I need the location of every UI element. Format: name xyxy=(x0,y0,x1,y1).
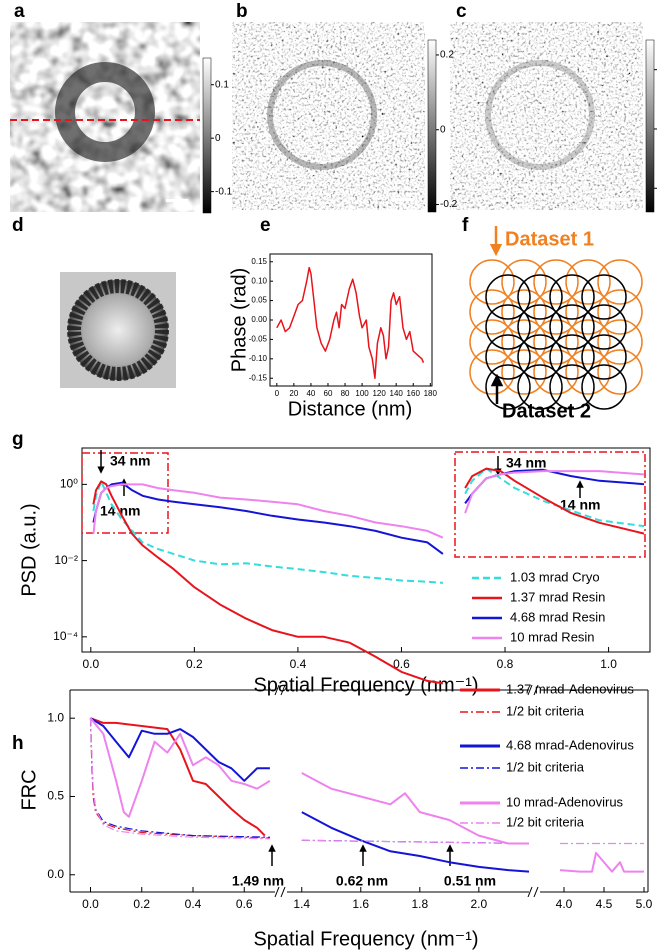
y-tick-label: 0.15 xyxy=(251,257,267,266)
colorbar xyxy=(428,40,436,212)
x-tick-label: 80 xyxy=(341,389,350,398)
legend-label: 1/2 bit criteria xyxy=(506,703,585,718)
scale-bar xyxy=(606,198,628,201)
x-tick-label: 1.4 xyxy=(293,897,310,911)
panel-label: c xyxy=(456,1,467,22)
x-tick-label: 0.2 xyxy=(186,657,203,671)
x-axis-label: Distance (nm) xyxy=(288,398,412,420)
y-axis-label: FRC xyxy=(18,769,40,810)
x-tick-label: 4.0 xyxy=(556,897,573,911)
line xyxy=(93,481,443,683)
y-tick-label: 10⁻⁴ xyxy=(53,629,78,643)
x-tick-label: 0 xyxy=(275,389,280,398)
x-tick-label: 1.8 xyxy=(411,897,428,911)
x-tick-label: 100 xyxy=(355,389,369,398)
annotation: 34 nm xyxy=(506,455,546,471)
y-tick-label: 0.10 xyxy=(251,276,267,285)
colorbar xyxy=(646,40,654,212)
x-axis-label: Spatial Frequency (nm⁻¹) xyxy=(253,674,478,696)
y-tick-label: 0.0 xyxy=(47,867,64,881)
panel-label: h xyxy=(12,733,24,754)
y-tick-label: -0.05 xyxy=(249,335,268,344)
y-tick-label: 10⁻² xyxy=(54,553,78,567)
legend-label: 1.37 mrad Resin xyxy=(510,589,605,604)
colorbar-tick-label: 0.1 xyxy=(215,79,229,90)
annotation: 34 nm xyxy=(110,453,150,469)
x-axis-label: Spatial Frequency (nm⁻¹) xyxy=(253,928,478,950)
x-tick-label: 1.6 xyxy=(352,897,369,911)
x-tick-label: 5.0 xyxy=(636,897,653,911)
legend-label: 1/2 bit criteria xyxy=(506,814,585,829)
line xyxy=(91,718,530,871)
x-tick-label: 180 xyxy=(424,389,438,398)
x-tick-label: 40 xyxy=(306,389,315,398)
figure: Dataset 1 Dataset 2 34 nm 14 nm 34 nm 14… xyxy=(0,0,658,952)
x-tick-label: 0.6 xyxy=(236,897,253,911)
legend-label: 4.68 mrad Resin xyxy=(510,609,605,624)
image-a xyxy=(10,22,200,212)
scale-bar xyxy=(166,199,188,202)
y-tick-label: -0.15 xyxy=(249,373,268,382)
x-tick-label: 140 xyxy=(390,389,404,398)
legend-label: 1/2 bit criteria xyxy=(506,759,585,774)
panel-label: e xyxy=(260,215,271,236)
panel-label: g xyxy=(12,429,24,450)
colorbar-tick-label: 0 xyxy=(440,124,446,135)
scale-bar xyxy=(392,198,414,201)
panel-label: d xyxy=(12,215,24,236)
legend-label: 1.37 mrad-Adenovirus xyxy=(506,681,634,696)
line xyxy=(277,268,424,379)
x-tick-label: 60 xyxy=(324,389,333,398)
y-tick-label: 0.05 xyxy=(251,296,267,305)
axis-break xyxy=(534,887,538,897)
x-tick-label: 160 xyxy=(407,389,421,398)
inset-box xyxy=(455,452,645,557)
dataset-label: Dataset 1 xyxy=(505,228,594,250)
line xyxy=(91,718,530,843)
line xyxy=(93,484,443,537)
y-axis-label: PSD (a.u.) xyxy=(18,503,40,596)
legend-label: 1.03 mrad Cryo xyxy=(510,569,600,584)
panel-label: a xyxy=(14,1,25,22)
legend-label: 10 mrad Resin xyxy=(510,629,595,644)
y-tick-label: 10⁰ xyxy=(60,477,78,491)
plot-frame xyxy=(270,254,432,386)
x-tick-label: 120 xyxy=(372,389,386,398)
y-tick-label: 0.5 xyxy=(47,789,64,803)
annotation: 0.62 nm xyxy=(336,873,388,889)
x-tick-label: 0.0 xyxy=(82,657,99,671)
x-tick-label: 0.8 xyxy=(497,657,514,671)
x-tick-label: 2.0 xyxy=(470,897,487,911)
colorbar-tick-label: -0.2 xyxy=(440,199,458,210)
colorbar-tick-label: 0 xyxy=(215,133,221,144)
x-tick-label: 0.2 xyxy=(133,897,150,911)
annotation: 1.49 nm xyxy=(232,873,284,889)
annotation: 0.51 nm xyxy=(444,873,496,889)
panel-label: b xyxy=(236,1,248,22)
dataset-label: Dataset 2 xyxy=(502,400,591,422)
x-tick-label: 0.0 xyxy=(82,897,99,911)
y-tick-label: 1.0 xyxy=(47,710,64,724)
colorbar-tick-label: -0.1 xyxy=(215,186,233,197)
image-b xyxy=(232,22,425,210)
x-tick-label: 20 xyxy=(289,389,298,398)
line xyxy=(93,483,443,554)
y-tick-label: -0.10 xyxy=(249,354,268,363)
image-c xyxy=(450,22,643,210)
legend-label: 10 mrad-Adenovirus xyxy=(506,794,624,809)
panel-label: f xyxy=(462,215,469,236)
x-tick-label: 1.0 xyxy=(600,657,617,671)
x-tick-label: 0.4 xyxy=(290,657,307,671)
legend-label: 4.68 mrad-Adenovirus xyxy=(506,737,634,752)
colorbar-tick-label: 0.2 xyxy=(440,50,454,61)
x-tick-label: 4.5 xyxy=(596,897,613,911)
y-axis-label: Phase (rad) xyxy=(228,268,250,373)
y-tick-label: 0.00 xyxy=(251,315,267,324)
colorbar xyxy=(203,58,211,213)
x-tick-label: 0.4 xyxy=(185,897,202,911)
